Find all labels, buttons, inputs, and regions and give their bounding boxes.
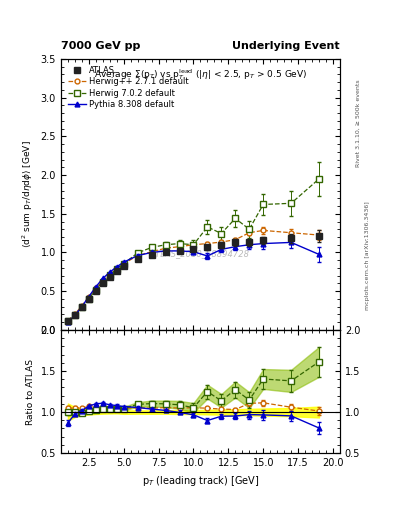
Legend: ATLAS, Herwig++ 2.7.1 default, Herwig 7.0.2 default, Pythia 8.308 default: ATLAS, Herwig++ 2.7.1 default, Herwig 7.… xyxy=(65,63,191,112)
Y-axis label: Ratio to ATLAS: Ratio to ATLAS xyxy=(26,358,35,424)
Text: ATLAS_2010_S8894728: ATLAS_2010_S8894728 xyxy=(151,249,250,259)
X-axis label: p$_T$ (leading track) [GeV]: p$_T$ (leading track) [GeV] xyxy=(142,474,259,487)
Text: Underlying Event: Underlying Event xyxy=(232,41,340,51)
Text: Rivet 3.1.10, ≥ 500k events: Rivet 3.1.10, ≥ 500k events xyxy=(356,79,361,167)
Text: Average $\Sigma$(p$_T$) vs p$_T^{\rm lead}$ ($|\eta|$ < 2.5, p$_T$ > 0.5 GeV): Average $\Sigma$(p$_T$) vs p$_T^{\rm lea… xyxy=(94,67,307,82)
Y-axis label: $\langle$d$^2$ sum p$_T$/d$\eta$d$\phi$$\rangle$ [GeV]: $\langle$d$^2$ sum p$_T$/d$\eta$d$\phi$$… xyxy=(20,140,35,248)
Text: mcplots.cern.ch [arXiv:1306.3436]: mcplots.cern.ch [arXiv:1306.3436] xyxy=(365,202,371,310)
Text: 7000 GeV pp: 7000 GeV pp xyxy=(61,41,140,51)
